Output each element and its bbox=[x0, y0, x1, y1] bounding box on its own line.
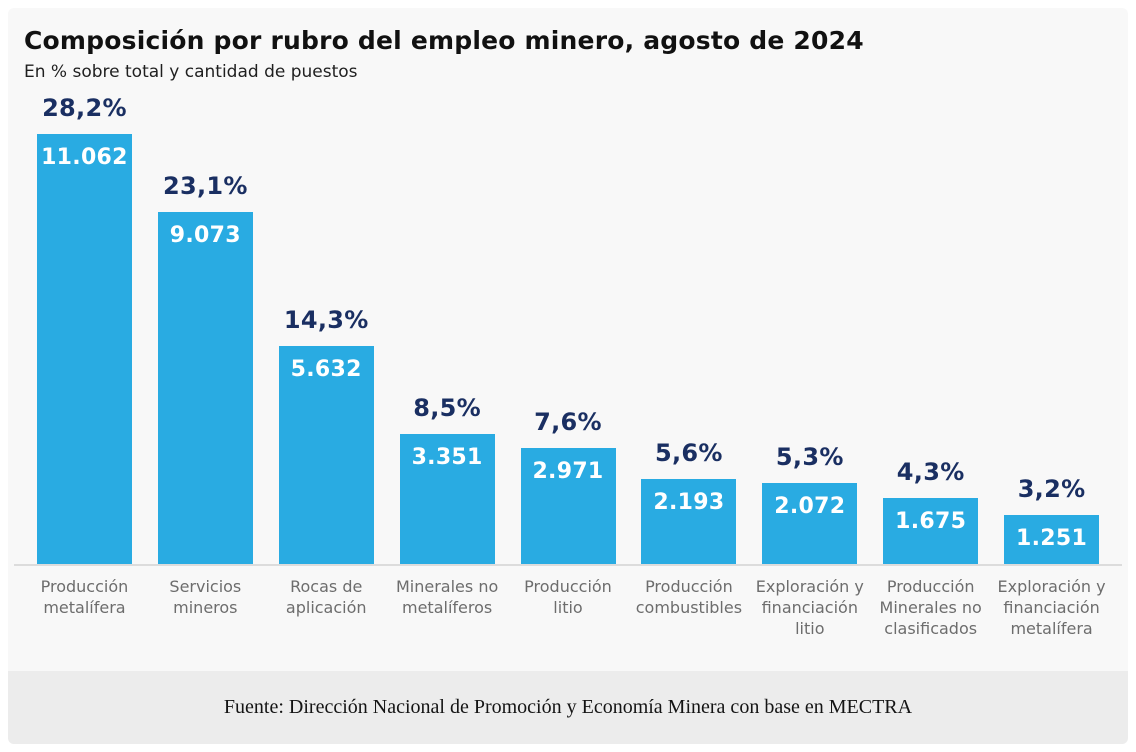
category-labels-row: Producción metalífera Servicios mineros Ro… bbox=[8, 566, 1128, 639]
bar-column: 5,6% 2.193 bbox=[628, 439, 749, 564]
bar-column: 7,6% 2.971 bbox=[508, 408, 629, 564]
bar-column: 8,5% 3.351 bbox=[387, 394, 508, 564]
bar-column: 5,3% 2.072 bbox=[749, 443, 870, 564]
bar-pct-label: 8,5% bbox=[413, 394, 481, 422]
bar: 5.632 bbox=[278, 346, 374, 564]
bar-value-label: 2.193 bbox=[653, 490, 725, 515]
bar-value-label: 1.251 bbox=[1016, 526, 1088, 551]
source-text: Fuente: Dirección Nacional de Promoción … bbox=[223, 696, 913, 718]
bar-column: 28,2% 11.062 bbox=[24, 94, 145, 564]
bar-pct-label: 14,3% bbox=[283, 306, 369, 334]
x-axis-baseline bbox=[14, 564, 1122, 566]
bar-column: 3,2% 1.251 bbox=[991, 475, 1112, 564]
bars-row: 28,2% 11.062 23,1% 9.073 14,3% 5.632 8,5% 3.351… bbox=[24, 82, 1112, 564]
bar: 2.971 bbox=[520, 448, 616, 564]
bar-value-label: 9.073 bbox=[169, 223, 241, 248]
bar-value-label: 5.632 bbox=[290, 357, 362, 382]
category-label: Producción metalífera bbox=[40, 577, 129, 618]
chart-card: Composición por rubro del empleo minero,… bbox=[8, 8, 1128, 744]
category-label: Producción Minerales no clasificados bbox=[879, 577, 982, 639]
bar: 3.351 bbox=[399, 434, 495, 564]
category-label: Exploración y financiación metalífera bbox=[997, 577, 1106, 639]
bar: 2.193 bbox=[641, 479, 737, 564]
chart-title: Composición por rubro del empleo minero,… bbox=[24, 26, 864, 55]
bar-pct-label: 7,6% bbox=[534, 408, 602, 436]
bar-value-label: 2.072 bbox=[774, 494, 846, 519]
bar-column: 14,3% 5.632 bbox=[266, 306, 387, 564]
bar: 1.251 bbox=[1004, 515, 1100, 564]
bar-value-label: 1.675 bbox=[895, 509, 967, 534]
bar-pct-label: 4,3% bbox=[896, 458, 965, 486]
bar-pct-label: 3,2% bbox=[1017, 475, 1086, 503]
category-label: Producción combustibles bbox=[635, 577, 743, 618]
chart-header: Composición por rubro del empleo minero,… bbox=[8, 8, 1128, 82]
bar-pct-label: 5,6% bbox=[655, 439, 723, 467]
bar: 9.073 bbox=[157, 212, 253, 564]
category-label: Minerales no metalíferos bbox=[395, 577, 499, 618]
bar-pct-label: 23,1% bbox=[162, 172, 248, 200]
chart-plot-area: 28,2% 11.062 23,1% 9.073 14,3% 5.632 8,5% 3.351… bbox=[8, 82, 1128, 564]
category-label: Servicios mineros bbox=[169, 577, 242, 618]
category-label: Producción litio bbox=[524, 577, 612, 618]
bar-value-label: 2.971 bbox=[532, 459, 604, 484]
bar-column: 4,3% 1.675 bbox=[870, 458, 991, 564]
bar-pct-label: 28,2% bbox=[42, 94, 127, 122]
bar-pct-label: 5,3% bbox=[775, 443, 844, 471]
bar: 11.062 bbox=[36, 134, 132, 564]
bar-column: 23,1% 9.073 bbox=[145, 172, 266, 564]
category-label: Rocas de aplicación bbox=[285, 577, 367, 618]
bar-value-label: 11.062 bbox=[41, 145, 128, 170]
bar: 1.675 bbox=[883, 498, 979, 564]
category-label: Exploración y financiación litio bbox=[755, 577, 864, 639]
source-footer: Fuente: Dirección Nacional de Promoción … bbox=[8, 671, 1128, 744]
bar-value-label: 3.351 bbox=[411, 445, 483, 470]
chart-subtitle: En % sobre total y cantidad de puestos bbox=[24, 62, 358, 82]
bar: 2.072 bbox=[762, 483, 858, 564]
